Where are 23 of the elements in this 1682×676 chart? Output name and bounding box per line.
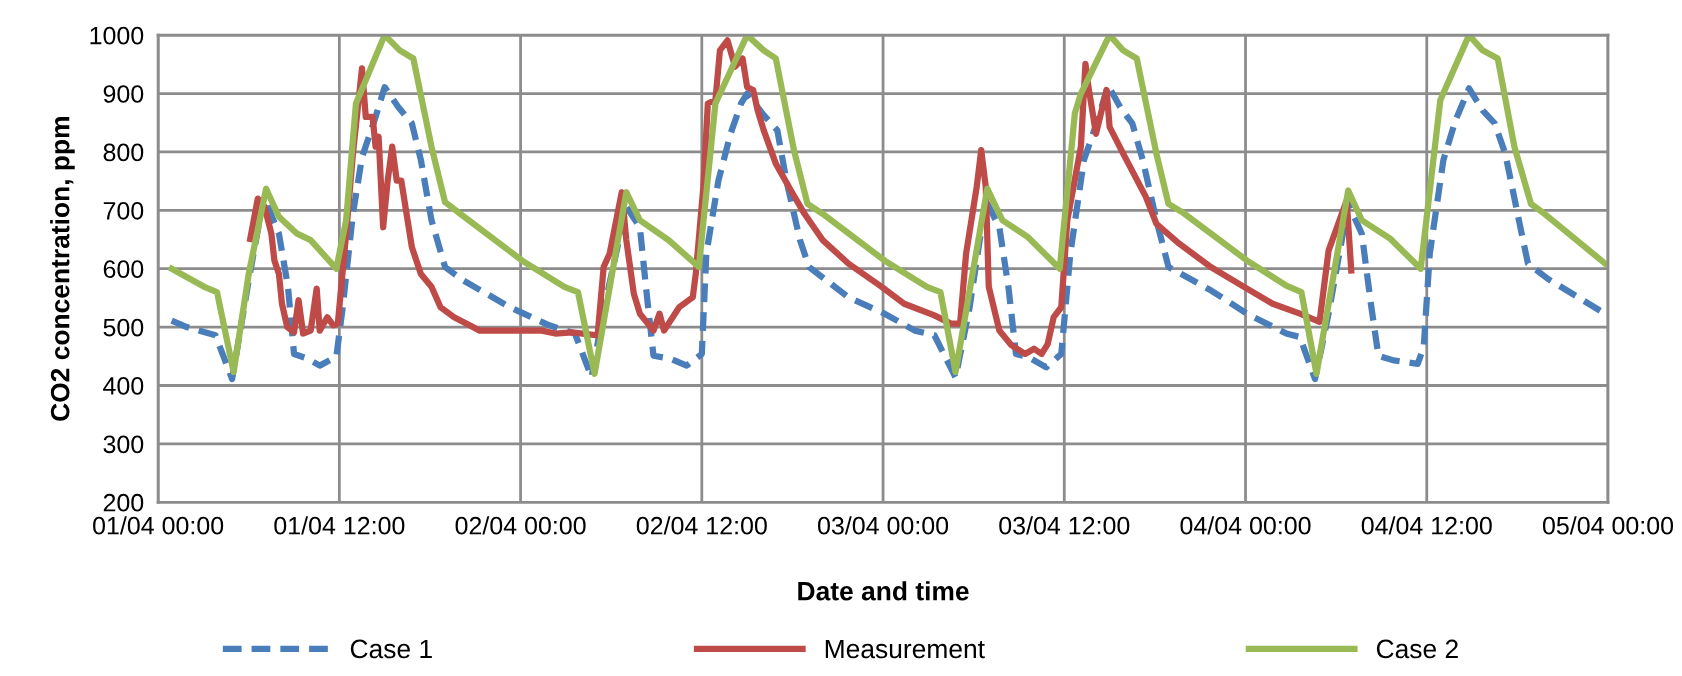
y-tick-label: 700 bbox=[103, 201, 144, 220]
y-axis-title: CO2 concentration, ppm bbox=[50, 117, 75, 421]
x-tick-label: 05/04 00:00 bbox=[1542, 516, 1674, 535]
y-tick-label: 900 bbox=[103, 85, 144, 103]
x-tick-label: 02/04 12:00 bbox=[636, 516, 767, 535]
x-tick-label: 03/04 00:00 bbox=[818, 516, 949, 535]
x-tick-label: 04/04 00:00 bbox=[1180, 516, 1311, 535]
x-tick-label: 03/04 12:00 bbox=[999, 516, 1130, 535]
y-tick-label: 200 bbox=[103, 493, 144, 512]
legend-label: Measurement bbox=[825, 639, 985, 659]
x-tick-label: 04/04 12:00 bbox=[1361, 516, 1492, 535]
y-tick-label: 600 bbox=[103, 260, 144, 279]
y-tick-label: 300 bbox=[103, 435, 144, 454]
y-tick-label: 400 bbox=[103, 377, 144, 395]
x-tick-label: 02/04 00:00 bbox=[455, 516, 586, 535]
legend-label: Case 2 bbox=[1376, 639, 1458, 659]
x-axis-title: Date and time bbox=[798, 581, 969, 601]
y-tick-label: 1000 bbox=[90, 26, 144, 45]
y-tick-label: 800 bbox=[103, 143, 144, 162]
x-tick-label: 01/04 12:00 bbox=[274, 516, 405, 535]
legend-label: Case 1 bbox=[350, 639, 432, 659]
y-tick-label: 500 bbox=[103, 318, 144, 337]
x-tick-label: 01/04 00:00 bbox=[93, 516, 224, 535]
